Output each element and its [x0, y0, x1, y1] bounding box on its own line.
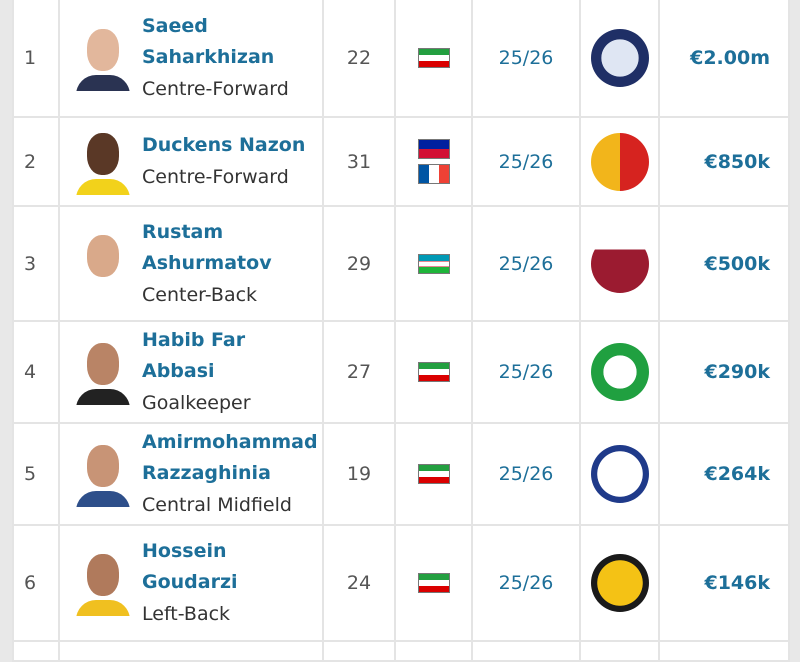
player-photo[interactable] [76, 129, 130, 195]
flag-iran-icon [417, 48, 450, 68]
season: 25/26 [471, 116, 581, 207]
flag-iran-icon [417, 362, 450, 382]
season: 25/26 [471, 422, 581, 526]
table-row: 5 Amirmohammad Razzaghinia Central Midfie… [12, 422, 790, 526]
rank: 5 [12, 422, 60, 526]
rank: 2 [12, 116, 60, 207]
player-photo[interactable] [76, 339, 130, 405]
player-photo[interactable] [76, 550, 130, 616]
player-position: Centre-Forward [142, 78, 289, 100]
nationality [394, 524, 473, 642]
player-photo[interactable] [76, 231, 130, 297]
table-row: 3 Rustam Ashurmatov Center-Back 29 25/26 … [12, 205, 790, 322]
nationality [394, 422, 473, 526]
kayserispor-crest-icon[interactable] [590, 132, 649, 191]
rank: 3 [12, 205, 60, 322]
rubin-kazan-crest-icon[interactable] [590, 234, 649, 293]
season: 25/26 [471, 320, 581, 424]
season: 25/26 [471, 205, 581, 322]
zob-ahan-crest-icon[interactable] [590, 343, 649, 401]
age: 24 [322, 524, 396, 642]
market-value[interactable]: €290k [658, 320, 790, 424]
nationality [394, 0, 473, 118]
sepahan-crest-icon[interactable] [590, 554, 649, 612]
esteghlal-crest-icon[interactable] [590, 445, 649, 503]
age: 22 [322, 0, 396, 118]
player-position: Left-Back [142, 603, 231, 625]
nationality [394, 205, 473, 322]
player-photo[interactable] [76, 25, 130, 91]
market-value[interactable]: €500k [658, 205, 790, 322]
player-photo[interactable] [76, 441, 130, 507]
player-name-link[interactable]: Rustam Ashurmatov [142, 220, 272, 274]
rank: 4 [12, 320, 60, 424]
player-name-link[interactable]: Duckens Nazon [142, 134, 306, 156]
player-name-link[interactable]: Habib Far Abbasi [142, 329, 246, 382]
age: 27 [322, 320, 396, 424]
flag-iran-icon [417, 573, 450, 593]
player-position: Goalkeeper [142, 392, 251, 414]
players-table: 1 Saeed Saharkhizan Centre-Forward 22 25/… [12, 0, 790, 662]
flag-france-icon [417, 164, 450, 184]
market-value[interactable]: €2.00m [658, 0, 790, 118]
player-position: Center-Back [142, 283, 258, 306]
table-row [12, 640, 790, 662]
table-row: 1 Saeed Saharkhizan Centre-Forward 22 25/… [12, 0, 790, 118]
market-value[interactable]: €850k [658, 116, 790, 207]
table-row: 4 Habib Far Abbasi Goalkeeper 27 25/26 €2… [12, 320, 790, 424]
age: 19 [322, 422, 396, 526]
player-name-link[interactable]: Amirmohammad Razzaghinia [142, 431, 318, 484]
age: 31 [322, 116, 396, 207]
table-row: 6 Hossein Goudarzi Left-Back 24 25/26 €14… [12, 524, 790, 642]
age: 29 [322, 205, 396, 322]
player-position: Centre-Forward [142, 166, 289, 188]
flag-iran-icon [417, 464, 450, 484]
orenburg-crest-icon[interactable] [590, 29, 649, 87]
flag-haiti-icon [417, 139, 450, 159]
player-name-link[interactable]: Hossein Goudarzi [142, 540, 238, 593]
rank: 1 [12, 0, 60, 118]
table-row: 2 Duckens Nazon Centre-Forward 31 25/26 €… [12, 116, 790, 207]
nationality [394, 116, 473, 207]
player-position: Central Midfield [142, 494, 292, 516]
nationality [394, 320, 473, 424]
flag-uzbekistan-icon [417, 253, 450, 274]
market-value[interactable]: €264k [658, 422, 790, 526]
player-name-link[interactable]: Saeed Saharkhizan [142, 15, 275, 68]
rank: 6 [12, 524, 60, 642]
market-value[interactable]: €146k [658, 524, 790, 642]
season: 25/26 [471, 524, 581, 642]
season: 25/26 [471, 0, 581, 118]
